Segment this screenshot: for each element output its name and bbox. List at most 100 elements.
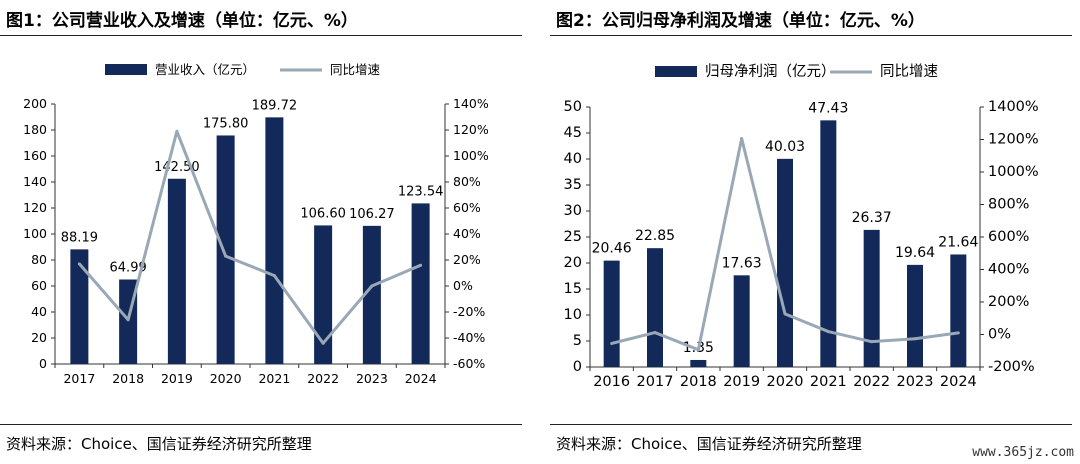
- legend-bar-label: 归母净利润（亿元）: [705, 63, 836, 80]
- left-tick-label: 5: [573, 333, 582, 349]
- growth-point: [370, 284, 374, 288]
- left-tick-label: 180: [23, 122, 47, 137]
- source-divider: [550, 424, 1072, 425]
- left-tick-label: 0: [573, 359, 582, 375]
- right-tick-label: 80%: [453, 174, 481, 189]
- left-tick-label: 35: [564, 177, 582, 193]
- right-tick-label: 40%: [453, 226, 481, 241]
- bar: [863, 229, 880, 367]
- bar-value-label: 106.60: [300, 206, 346, 221]
- bar: [907, 264, 923, 367]
- left-tick-label: 80: [31, 252, 47, 267]
- x-tick-label: 2024: [405, 371, 437, 386]
- right-tick-label: 200%: [988, 294, 1029, 310]
- left-tick-label: 50: [564, 99, 582, 115]
- growth-point: [913, 337, 917, 341]
- right-tick-label: 60%: [453, 200, 481, 215]
- bar: [216, 135, 235, 364]
- left-tick-label: 160: [23, 148, 47, 163]
- bar-value-label: 20.46: [592, 241, 632, 257]
- left-tick-label: 10: [564, 307, 582, 323]
- right-tick-label: -40%: [453, 330, 485, 345]
- title-divider: [0, 35, 522, 36]
- right-tick-label: 800%: [988, 197, 1029, 213]
- bar: [167, 178, 186, 364]
- right-tick-label: -200%: [988, 359, 1035, 375]
- growth-point: [653, 331, 657, 335]
- bar-value-label: 64.99: [110, 261, 147, 276]
- bar-value-label: 189.72: [252, 98, 298, 113]
- growth-point: [272, 274, 276, 278]
- x-tick-label: 2021: [810, 374, 847, 390]
- legend-bar-swatch: [105, 64, 147, 75]
- revenue-chart: 营业收入（亿元） 同比增速 0 20 40 60 80 100 120 140 160 180 200 -…: [23, 62, 489, 386]
- bar: [820, 120, 837, 367]
- right-tick-label: 0%: [988, 327, 1011, 343]
- growth-point: [77, 262, 81, 266]
- bar-value-label: 26.37: [852, 210, 892, 226]
- right-tick-label: 20%: [453, 252, 481, 267]
- x-tick-label: 2019: [161, 371, 193, 386]
- left-tick-label: 20: [564, 255, 582, 271]
- growth-point: [610, 341, 614, 345]
- bar: [690, 359, 707, 367]
- growth-point: [956, 331, 960, 335]
- right-tick-label: 1400%: [988, 99, 1039, 115]
- bar: [314, 225, 333, 364]
- growth-point: [224, 254, 228, 258]
- x-tick-label: 2018: [112, 371, 144, 386]
- source-note: 资料来源：Choice、国信证券经济研究所整理: [556, 435, 862, 453]
- left-tick-label: 25: [564, 229, 582, 245]
- watermark: www.365jz.com: [972, 445, 1074, 460]
- bar-value-label: 175.80: [203, 116, 249, 131]
- x-tick-label: 2024: [940, 374, 977, 390]
- legend-line-label: 同比增速: [880, 63, 938, 80]
- bar-value-label: 40.03: [765, 139, 805, 155]
- left-tick-label: 140: [23, 174, 47, 189]
- x-tick-label: 2019: [723, 374, 760, 390]
- bar-value-label: 22.85: [635, 228, 675, 244]
- right-tick-label: 1000%: [988, 164, 1039, 180]
- bar: [265, 117, 284, 364]
- x-tick-label: 2017: [637, 374, 674, 390]
- growth-point: [826, 330, 830, 334]
- bar-value-label: 19.64: [895, 245, 935, 261]
- bar: [362, 225, 381, 364]
- growth-line: [78, 129, 422, 345]
- bar: [733, 275, 750, 367]
- left-tick-label: 40: [31, 304, 47, 319]
- source-divider: [0, 424, 522, 425]
- net-profit-panel: 图2：公司归母净利润及增速（单位：亿元、%） 归母净利润（亿元） 同比增速 0 5 10…: [550, 0, 1080, 464]
- left-tick-label: 45: [564, 125, 582, 141]
- net-profit-chart: 归母净利润（亿元） 同比增速 0 5 10 15 20 25 30 35 40 45 50 -200% 0%…: [564, 63, 1039, 390]
- growth-point: [870, 340, 874, 344]
- growth-point: [321, 341, 325, 345]
- bar: [647, 248, 663, 367]
- x-tick-label: 2021: [258, 371, 290, 386]
- left-tick-label: 20: [31, 330, 47, 345]
- right-tick-label: 400%: [988, 262, 1029, 278]
- panel-title: 图1：公司营业收入及增速（单位：亿元、%）: [6, 11, 358, 31]
- x-tick-label: 2016: [593, 374, 630, 390]
- x-tick-label: 2022: [853, 374, 890, 390]
- right-tick-label: -20%: [453, 304, 485, 319]
- bar-value-label: 47.43: [808, 100, 848, 116]
- x-tick-label: 2020: [767, 374, 804, 390]
- growth-point: [740, 137, 744, 141]
- legend-bar-swatch: [655, 66, 697, 77]
- bar: [777, 158, 793, 367]
- revenue-panel: 图1：公司营业收入及增速（单位：亿元、%） 营业收入（亿元） 同比增速 0 20 40 6…: [0, 0, 530, 464]
- x-tick-label: 2023: [897, 374, 934, 390]
- left-tick-label: 200: [23, 96, 47, 111]
- left-tick-label: 30: [564, 203, 582, 219]
- left-tick-label: 100: [23, 226, 47, 241]
- x-tick-label: 2017: [63, 371, 95, 386]
- x-tick-label: 2023: [356, 371, 388, 386]
- left-tick-label: 40: [564, 151, 582, 167]
- source-note: 资料来源：Choice、国信证券经济研究所整理: [6, 435, 312, 453]
- bar: [411, 203, 430, 364]
- left-tick-label: 0: [39, 356, 47, 371]
- legend-bar-label: 营业收入（亿元）: [155, 62, 255, 77]
- right-tick-label: 100%: [453, 148, 489, 163]
- right-tick-label: 1200%: [988, 132, 1039, 148]
